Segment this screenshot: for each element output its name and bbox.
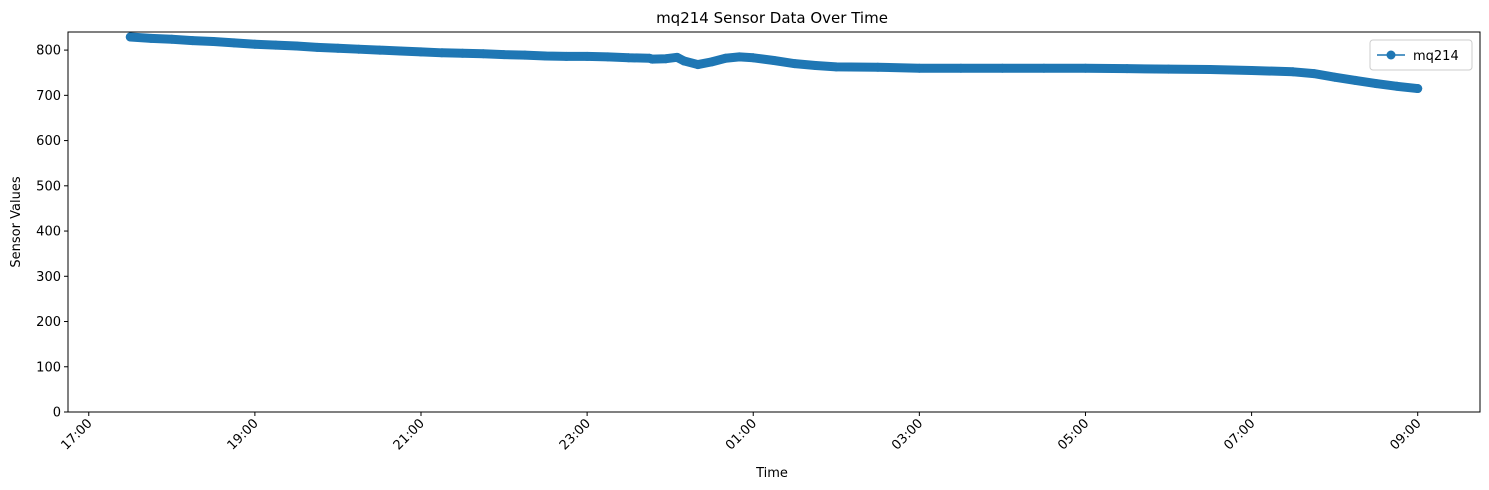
chart-title: mq214 Sensor Data Over Time — [656, 9, 888, 27]
data-point — [188, 36, 198, 46]
data-point — [693, 60, 703, 70]
data-point — [1039, 63, 1049, 73]
data-point — [811, 60, 821, 70]
y-tick-label: 700 — [36, 89, 61, 104]
x-tick-label: 09:00 — [1387, 416, 1424, 453]
data-point — [458, 48, 468, 58]
x-tick-label: 07:00 — [1221, 416, 1258, 453]
x-tick-label: 03:00 — [889, 416, 926, 453]
data-point — [707, 57, 717, 67]
data-point — [478, 49, 488, 59]
data-point — [333, 43, 343, 53]
data-point — [437, 48, 447, 58]
data-point — [647, 54, 657, 64]
x-tick-label: 19:00 — [225, 416, 262, 453]
data-point — [1205, 65, 1215, 75]
legend: mq214 — [1369, 39, 1473, 71]
data-point — [1413, 84, 1423, 94]
axes: 0 100 200 300 400 500 600 700 800 17:00 19:00 21:00… — [36, 31, 1481, 453]
data-point — [769, 56, 779, 65]
legend-marker-swatch — [1386, 50, 1396, 60]
data-point — [997, 63, 1007, 73]
data-point — [146, 33, 156, 43]
y-tick-label: 300 — [36, 270, 61, 285]
data-point — [1309, 69, 1319, 79]
data-point — [354, 44, 364, 54]
x-tick-label: 23:00 — [557, 416, 594, 453]
data-point — [956, 63, 966, 73]
data-point — [1288, 67, 1298, 77]
x-tick-label: 05:00 — [1055, 416, 1092, 453]
data-point — [1247, 65, 1257, 75]
data-point — [748, 53, 758, 63]
plot-area — [125, 32, 1423, 94]
y-tick-label: 400 — [36, 225, 61, 240]
y-tick-label: 800 — [36, 44, 61, 59]
data-point — [672, 52, 682, 62]
data-point — [229, 38, 239, 48]
data-point — [1392, 81, 1402, 91]
x-tick-label: 17:00 — [58, 416, 95, 453]
x-tick-label: 21:00 — [391, 416, 428, 453]
data-point — [1350, 75, 1360, 85]
data-point — [125, 32, 135, 42]
plot-frame — [67, 31, 1481, 413]
y-tick-label: 200 — [36, 315, 61, 330]
data-point — [561, 51, 571, 61]
data-point — [1080, 63, 1090, 73]
data-point — [873, 62, 883, 72]
data-point — [395, 46, 405, 56]
data-point — [250, 39, 260, 49]
data-point — [624, 53, 634, 63]
data-point — [661, 54, 671, 64]
data-point — [520, 50, 530, 60]
y-tick-label: 600 — [36, 134, 61, 149]
y-tick-label: 100 — [36, 360, 61, 375]
data-point — [1164, 64, 1174, 74]
data-point — [1330, 72, 1340, 82]
y-tick-label: 0 — [53, 406, 61, 421]
data-point — [312, 42, 322, 52]
data-point — [167, 34, 177, 44]
data-point — [679, 56, 689, 66]
data-point — [374, 45, 384, 55]
data-point — [499, 50, 509, 60]
data-point — [914, 63, 924, 73]
data-point — [208, 37, 218, 46]
data-point — [790, 59, 800, 69]
data-point — [831, 62, 841, 72]
data-point — [416, 47, 426, 57]
data-point — [291, 41, 301, 51]
data-point — [541, 51, 551, 61]
legend-label-mq214: mq214 — [1413, 49, 1459, 64]
x-axis-label: Time — [755, 466, 788, 481]
data-point — [603, 52, 613, 62]
data-point — [721, 53, 731, 63]
data-point — [1371, 79, 1381, 89]
y-axis-label: Sensor Values — [9, 176, 24, 267]
legend-frame — [1369, 39, 1473, 71]
data-point — [1122, 64, 1132, 74]
data-point — [271, 40, 281, 50]
x-tick-label: 01:00 — [723, 416, 760, 453]
data-point — [582, 51, 592, 61]
data-point — [734, 52, 744, 62]
y-tick-label: 500 — [36, 179, 61, 194]
